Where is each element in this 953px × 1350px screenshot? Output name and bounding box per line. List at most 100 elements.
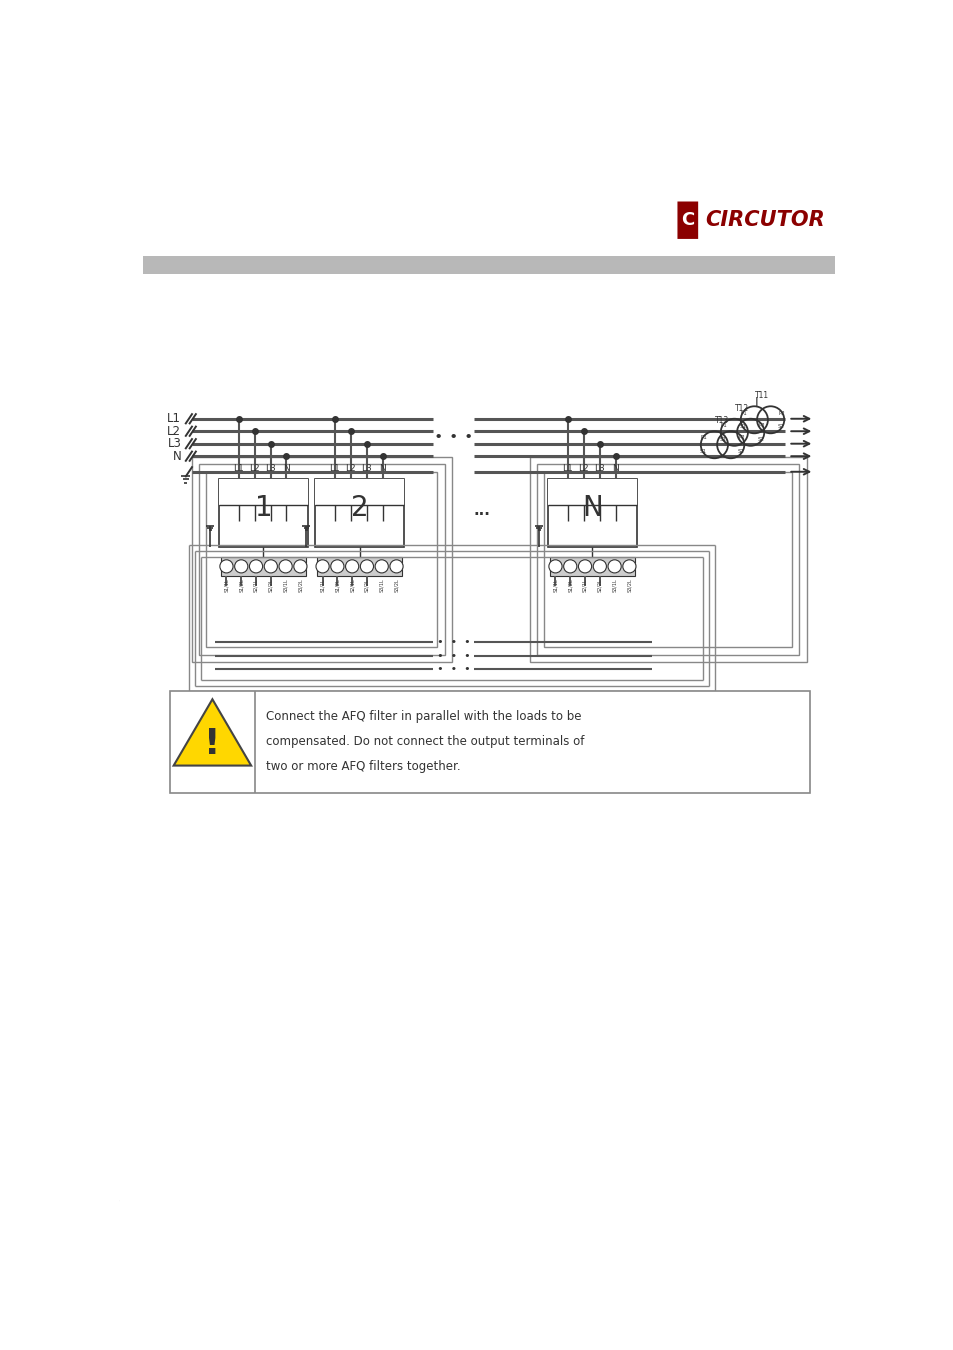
Text: P2: P2 bbox=[758, 423, 764, 428]
Text: two or more AFQ filters together.: two or more AFQ filters together. bbox=[265, 760, 459, 772]
Text: L3: L3 bbox=[594, 464, 604, 472]
Text: S2/1L: S2/1L bbox=[253, 578, 258, 591]
Text: 2: 2 bbox=[351, 494, 368, 521]
Text: S2: S2 bbox=[778, 424, 784, 429]
Text: S1/1L: S1/1L bbox=[553, 578, 558, 591]
Text: P1: P1 bbox=[720, 423, 726, 428]
Text: !: ! bbox=[204, 728, 220, 761]
Text: L2: L2 bbox=[167, 425, 181, 437]
Text: S2/1L: S2/1L bbox=[350, 578, 355, 591]
Circle shape bbox=[249, 560, 262, 572]
Circle shape bbox=[219, 560, 233, 572]
Text: P2: P2 bbox=[778, 410, 784, 416]
Text: S1/2L: S1/2L bbox=[567, 578, 572, 591]
Bar bbox=[314, 479, 403, 547]
Circle shape bbox=[294, 560, 307, 572]
Text: L1: L1 bbox=[329, 464, 339, 472]
Text: P1: P1 bbox=[740, 410, 746, 416]
Text: L3: L3 bbox=[168, 437, 181, 450]
Circle shape bbox=[331, 560, 344, 572]
Text: L3: L3 bbox=[265, 464, 275, 472]
Text: Connect the AFQ filter in parallel with the loads to be: Connect the AFQ filter in parallel with … bbox=[265, 710, 580, 722]
Text: • • •: • • • bbox=[436, 651, 470, 660]
Circle shape bbox=[375, 560, 388, 572]
Text: L2: L2 bbox=[345, 464, 355, 472]
Text: S1: S1 bbox=[720, 436, 726, 441]
Text: P2: P2 bbox=[738, 436, 744, 440]
Circle shape bbox=[234, 560, 248, 572]
Text: N: N bbox=[581, 494, 602, 521]
Text: S3/1L: S3/1L bbox=[379, 578, 384, 591]
Bar bbox=[537, 464, 799, 655]
Bar bbox=[170, 691, 809, 792]
Text: L2: L2 bbox=[578, 464, 588, 472]
Text: compensated. Do not connect the output terminals of: compensated. Do not connect the output t… bbox=[265, 734, 583, 748]
Circle shape bbox=[345, 560, 358, 572]
Circle shape bbox=[390, 560, 403, 572]
Bar bbox=[547, 479, 637, 547]
Text: ...: ... bbox=[473, 502, 490, 518]
Bar bbox=[199, 464, 444, 655]
Circle shape bbox=[607, 560, 620, 572]
Text: P1: P1 bbox=[700, 436, 706, 440]
Text: S2/2L: S2/2L bbox=[268, 578, 273, 591]
Text: L1: L1 bbox=[561, 464, 573, 472]
Bar bbox=[544, 471, 791, 648]
Text: • • •: • • • bbox=[436, 637, 470, 647]
Circle shape bbox=[278, 560, 292, 572]
Polygon shape bbox=[173, 699, 251, 765]
Bar bbox=[220, 558, 306, 575]
Text: S1/1L: S1/1L bbox=[224, 578, 229, 591]
Text: L3: L3 bbox=[361, 464, 372, 472]
Bar bbox=[314, 479, 403, 505]
Text: N: N bbox=[172, 450, 181, 463]
Text: S3/2L: S3/2L bbox=[626, 578, 631, 591]
Text: T12: T12 bbox=[735, 404, 749, 413]
Bar bbox=[549, 558, 635, 575]
Bar bbox=[143, 255, 834, 274]
Circle shape bbox=[578, 560, 591, 572]
Bar bbox=[219, 479, 308, 547]
Text: N: N bbox=[612, 464, 618, 472]
Text: S1: S1 bbox=[740, 424, 746, 429]
FancyBboxPatch shape bbox=[677, 201, 698, 239]
Circle shape bbox=[264, 560, 277, 572]
Circle shape bbox=[622, 560, 636, 572]
Text: C: C bbox=[680, 211, 694, 230]
Circle shape bbox=[563, 560, 577, 572]
Text: S2/2L: S2/2L bbox=[597, 578, 601, 591]
Circle shape bbox=[548, 560, 561, 572]
Text: S3/2L: S3/2L bbox=[297, 578, 302, 591]
Text: S3/1L: S3/1L bbox=[612, 578, 617, 591]
Text: N: N bbox=[283, 464, 290, 472]
Circle shape bbox=[593, 560, 606, 572]
Text: 1: 1 bbox=[254, 494, 272, 521]
Circle shape bbox=[315, 560, 329, 572]
Text: S3/2L: S3/2L bbox=[394, 578, 398, 591]
Text: S2: S2 bbox=[738, 450, 744, 454]
Text: • • •: • • • bbox=[436, 664, 470, 674]
Text: S1: S1 bbox=[700, 450, 706, 454]
Circle shape bbox=[360, 560, 374, 572]
Text: S2/2L: S2/2L bbox=[364, 578, 369, 591]
Text: S2/1L: S2/1L bbox=[582, 578, 587, 591]
Bar bbox=[206, 471, 436, 648]
Text: I: I bbox=[754, 396, 758, 409]
Bar bbox=[547, 479, 637, 505]
Bar bbox=[219, 479, 308, 505]
Bar bbox=[192, 458, 452, 662]
Bar bbox=[316, 558, 402, 575]
Text: CIRCUTOR: CIRCUTOR bbox=[705, 211, 824, 231]
Text: • • •: • • • bbox=[435, 431, 473, 444]
Text: S1/2L: S1/2L bbox=[238, 578, 243, 591]
Text: S3/1L: S3/1L bbox=[283, 578, 288, 591]
Text: L1: L1 bbox=[167, 412, 181, 425]
Text: N: N bbox=[379, 464, 386, 472]
Text: S1/2L: S1/2L bbox=[335, 578, 339, 591]
Text: L2: L2 bbox=[249, 464, 259, 472]
Bar bbox=[529, 458, 806, 662]
Text: S1/1L: S1/1L bbox=[320, 578, 325, 591]
Text: T11: T11 bbox=[755, 392, 769, 400]
Text: L1: L1 bbox=[233, 464, 244, 472]
Text: T13: T13 bbox=[715, 416, 729, 425]
